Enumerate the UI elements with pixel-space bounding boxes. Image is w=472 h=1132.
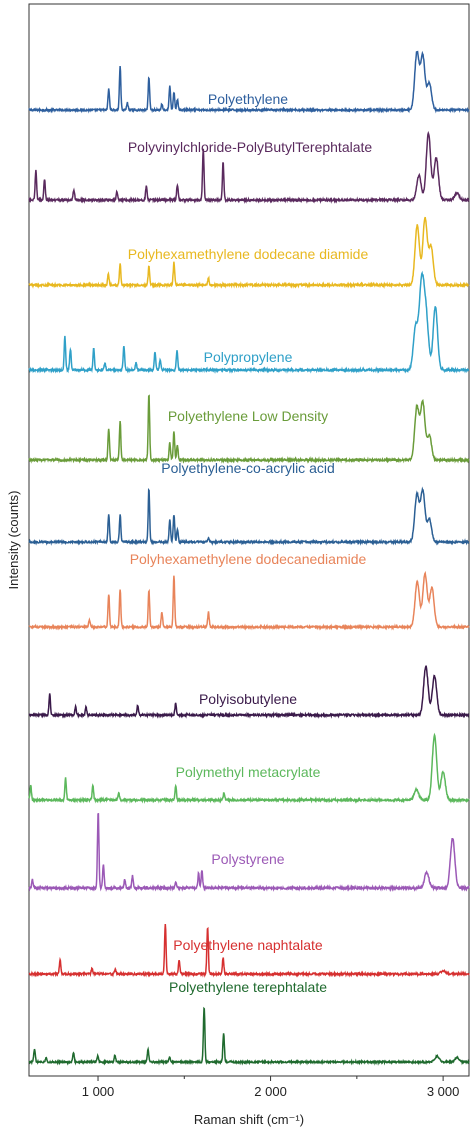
x-tick-label-3: 3 000 — [427, 1084, 460, 1099]
series-label-11: Polyethylene naphtalate — [173, 937, 323, 953]
spectrum-line-9 — [28, 732, 470, 804]
series-label-8: Polyisobutylene — [199, 691, 297, 707]
series-label-1: Polyethylene — [208, 91, 288, 107]
spectrum-line-4 — [28, 270, 470, 374]
spectrum-line-1 — [28, 50, 470, 114]
series-label-6: Polyethylene-co-acrylic acid — [161, 460, 335, 476]
spectrum-line-12 — [28, 1006, 470, 1066]
series-label-4: Polypropylene — [204, 349, 293, 365]
spectrum-line-11 — [28, 923, 470, 978]
series-labels: Polyethylene Polyvinylchloride-PolyButylT… — [128, 91, 373, 995]
y-axis-label: Intensity (counts) — [6, 491, 21, 590]
spectrum-line-5 — [28, 394, 470, 464]
x-tick-label-2: 2 000 — [254, 1084, 287, 1099]
series-label-12: Polyethylene terephtalate — [169, 979, 327, 995]
spectrum-line-7 — [28, 570, 470, 631]
series-label-7: Polyhexamethylene dodecanediamide — [130, 551, 367, 567]
spectrum-line-6 — [28, 486, 470, 546]
series-label-2: Polyvinylchloride-PolyButylTerephtalate — [128, 139, 373, 155]
series-label-10: Polystyrene — [211, 851, 284, 867]
series-label-5: Polyethylene Low Density — [168, 408, 328, 424]
x-tick-label-1: 1 000 — [82, 1084, 115, 1099]
x-axis-label: Raman shift (cm⁻¹) — [194, 1112, 304, 1127]
series-label-3: Polyhexamethylene dodecane diamide — [128, 246, 369, 262]
spectrum-line-3 — [28, 216, 470, 289]
x-axis: 1 000 2 000 3 000 — [82, 1076, 460, 1099]
spectrum-line-8 — [28, 665, 470, 719]
plot-frame — [28, 3, 470, 1077]
spectrum-line-10 — [28, 812, 470, 893]
spectra-traces — [28, 50, 470, 1066]
series-label-9: Polymethyl metacrylate — [176, 764, 321, 780]
spectrum-line-2 — [28, 130, 470, 204]
